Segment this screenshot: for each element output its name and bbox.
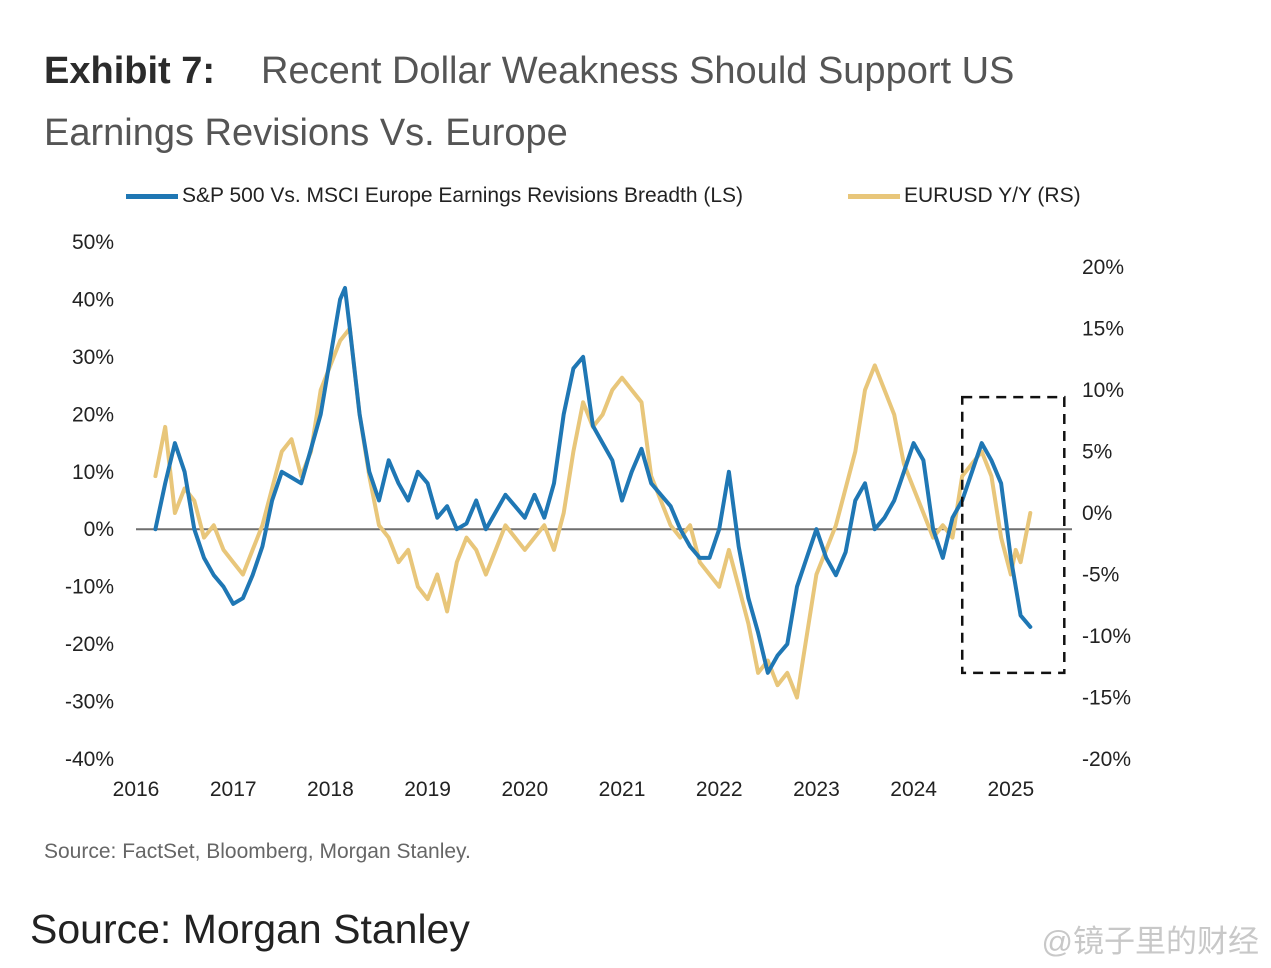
legend-item-eurusd: EURUSD Y/Y (RS) — [848, 184, 1081, 208]
left-axis-tick-label: -40% — [65, 748, 114, 771]
legend-swatch-gold — [848, 193, 900, 199]
left-axis-tick-label: 20% — [72, 403, 114, 426]
x-axis-tick-label: 2018 — [307, 778, 354, 801]
x-axis-tick-label: 2019 — [404, 778, 451, 801]
right-axis-tick-label: 0% — [1082, 502, 1112, 525]
right-axis-tick-label: -5% — [1082, 564, 1119, 587]
title-text-1: Recent Dollar Weakness Should Support US — [261, 50, 1015, 92]
legend-item-revisions-breadth: S&P 500 Vs. MSCI Europe Earnings Revisio… — [126, 184, 743, 208]
legend-label-eurusd: EURUSD Y/Y (RS) — [904, 184, 1081, 207]
x-axis-tick-label: 2017 — [210, 778, 257, 801]
left-axis-tick-label: -30% — [65, 691, 114, 714]
left-axis-tick-label: 0% — [84, 518, 114, 541]
series-line-eurusd — [153, 326, 1033, 700]
left-axis-tick-label: 10% — [72, 461, 114, 484]
series-line-revisions-breadth — [153, 286, 1033, 675]
legend-swatch-blue — [126, 193, 178, 199]
chart-title-line-1: Exhibit 7: Recent Dollar Weakness Should … — [44, 50, 1014, 93]
left-axis-tick-label: 50% — [72, 231, 114, 254]
x-axis-tick-label: 2020 — [501, 778, 548, 801]
legend-label-revisions-breadth: S&P 500 Vs. MSCI Europe Earnings Revisio… — [182, 184, 744, 207]
x-axis-tick-label: 2016 — [113, 778, 160, 801]
highlight-box — [960, 395, 1066, 675]
exhibit-label: Exhibit 7: — [44, 50, 216, 92]
right-axis-tick-label: -15% — [1082, 687, 1131, 710]
right-axis-tick-label: -20% — [1082, 748, 1131, 771]
x-axis-tick-label: 2021 — [599, 778, 646, 801]
x-axis-tick-label: 2022 — [696, 778, 743, 801]
right-axis-tick-label: 10% — [1082, 379, 1124, 402]
x-axis-tick-label: 2025 — [987, 778, 1034, 801]
chart-title-line-2: Earnings Revisions Vs. Europe — [44, 112, 568, 154]
right-axis-tick-label: -10% — [1082, 625, 1131, 648]
x-axis-tick-label: 2024 — [890, 778, 937, 801]
right-axis-tick-label: 15% — [1082, 318, 1124, 341]
left-axis-tick-label: -20% — [65, 633, 114, 656]
left-axis-tick-label: 40% — [72, 288, 114, 311]
source-note: Source: FactSet, Bloomberg, Morgan Stanl… — [44, 840, 471, 863]
left-axis-tick-label: 30% — [72, 346, 114, 369]
x-axis-tick-label: 2023 — [793, 778, 840, 801]
watermark: @镜子里的财经 — [1041, 924, 1259, 959]
right-axis-tick-label: 5% — [1082, 441, 1112, 464]
footer-source: Source: Morgan Stanley — [30, 906, 470, 952]
right-axis-tick-label: 20% — [1082, 256, 1124, 279]
left-axis-tick-label: -10% — [65, 576, 114, 599]
